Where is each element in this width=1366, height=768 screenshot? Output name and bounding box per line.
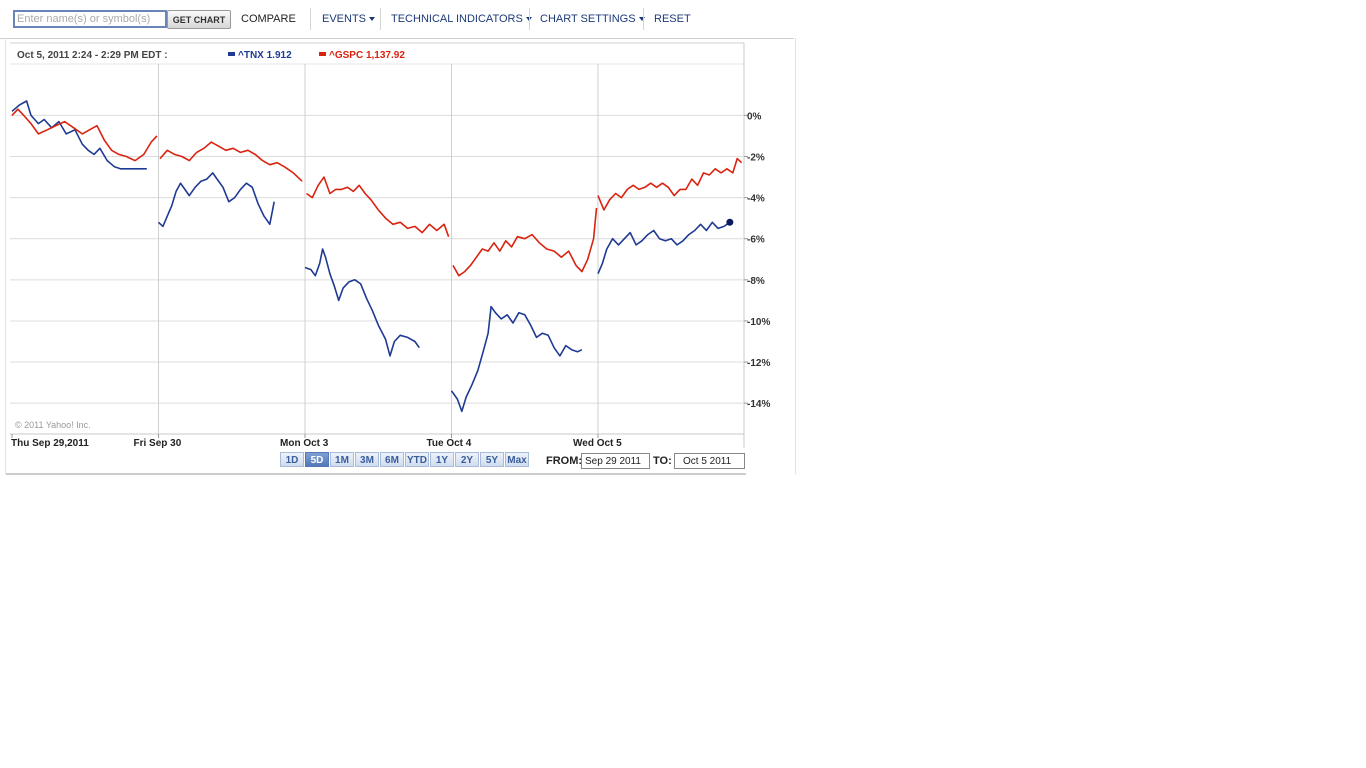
x-tick-label: Tue Oct 4	[427, 438, 472, 449]
series-line-tnx	[597, 221, 731, 275]
range-button-2y[interactable]: 2Y	[455, 452, 479, 467]
range-button-1m[interactable]: 1M	[330, 452, 354, 467]
legend-swatch-gspc	[319, 52, 326, 56]
range-button-max[interactable]: Max	[505, 452, 529, 467]
x-tick-label: Fri Sep 30	[134, 438, 182, 449]
grid	[6, 42, 746, 475]
to-label: TO:	[653, 455, 672, 467]
series-end-marker-tnx	[726, 218, 734, 226]
chart-settings-label: CHART SETTINGS	[540, 13, 636, 25]
series-line-gspc	[11, 108, 158, 162]
legend-swatch-tnx	[228, 52, 235, 56]
technical-indicators-label: TECHNICAL INDICATORS	[391, 13, 523, 25]
range-button-3m[interactable]: 3M	[355, 452, 379, 467]
legend-entry-tnx: ^TNX 1.912	[238, 50, 292, 61]
get-chart-button[interactable]: GET CHART	[167, 10, 231, 29]
y-tick-label: -6%	[747, 235, 765, 246]
symbol-search-input[interactable]	[13, 10, 167, 28]
range-button-ytd[interactable]: YTD	[405, 452, 429, 467]
y-tick-label: -8%	[747, 276, 765, 287]
range-button-6m[interactable]: 6M	[380, 452, 404, 467]
series-layer	[11, 100, 743, 413]
events-menu[interactable]: EVENTS	[322, 13, 376, 25]
series-line-tnx	[450, 305, 583, 413]
series-line-gspc	[452, 207, 598, 277]
y-tick-label: -4%	[747, 194, 765, 205]
toolbar-divider	[380, 8, 381, 30]
technical-indicators-menu[interactable]: TECHNICAL INDICATORS	[391, 13, 532, 25]
range-button-5y[interactable]: 5Y	[480, 452, 504, 467]
y-tick-label: -10%	[747, 317, 770, 328]
chart-panel	[5, 38, 796, 474]
axes: 0% -2% -4% -6% -8% -10% -12% -14% Thu Sep 29,201…	[11, 111, 770, 449]
range-button-5d[interactable]: 5D	[305, 452, 329, 467]
compare-button[interactable]: COMPARE	[241, 13, 296, 25]
series-line-tnx	[11, 100, 147, 170]
legend-entry-gspc: ^GSPC 1,137.92	[329, 50, 405, 61]
copyright-text: © 2011 Yahoo! Inc.	[15, 420, 91, 430]
toolbar-divider	[529, 8, 530, 30]
chevron-down-icon	[638, 17, 645, 22]
x-tick-label: Wed Oct 5	[573, 438, 622, 449]
y-tick-label: -14%	[747, 399, 770, 410]
to-date-field[interactable]	[674, 453, 745, 469]
chart-toolbar: GET CHART COMPARE EVENTS TECHNICAL INDIC…	[0, 0, 794, 39]
chart-header-timestamp: Oct 5, 2011 2:24 - 2:29 PM EDT :	[17, 50, 168, 61]
from-date-field[interactable]	[581, 453, 650, 469]
comparison-line-chart[interactable]: 0% -2% -4% -6% -8% -10% -12% -14% Thu Sep 29,201…	[0, 0, 800, 480]
series-line-gspc	[306, 176, 450, 237]
x-tick-label: Mon Oct 3	[280, 438, 329, 449]
reset-button[interactable]: RESET	[654, 13, 691, 25]
events-label: EVENTS	[322, 13, 367, 25]
series-line-tnx	[157, 172, 275, 228]
series-line-gspc	[159, 141, 303, 182]
from-label: FROM:	[546, 455, 583, 467]
range-button-1d[interactable]: 1D	[280, 452, 304, 467]
y-tick-label: -12%	[747, 358, 770, 369]
toolbar-divider	[643, 8, 644, 30]
legend: ^TNX 1.912 ^GSPC 1,137.92	[228, 50, 405, 61]
y-tick-label: -2%	[747, 153, 765, 164]
series-line-tnx	[304, 248, 420, 357]
x-tick-label: Thu Sep 29,2011	[11, 438, 89, 449]
chart-settings-menu[interactable]: CHART SETTINGS	[540, 13, 645, 25]
range-button-1y[interactable]: 1Y	[430, 452, 454, 467]
chevron-down-icon	[369, 17, 376, 22]
toolbar-divider	[310, 8, 311, 30]
series-line-gspc	[597, 157, 743, 211]
y-tick-label: 0%	[747, 111, 762, 122]
chevron-down-icon	[525, 17, 532, 22]
